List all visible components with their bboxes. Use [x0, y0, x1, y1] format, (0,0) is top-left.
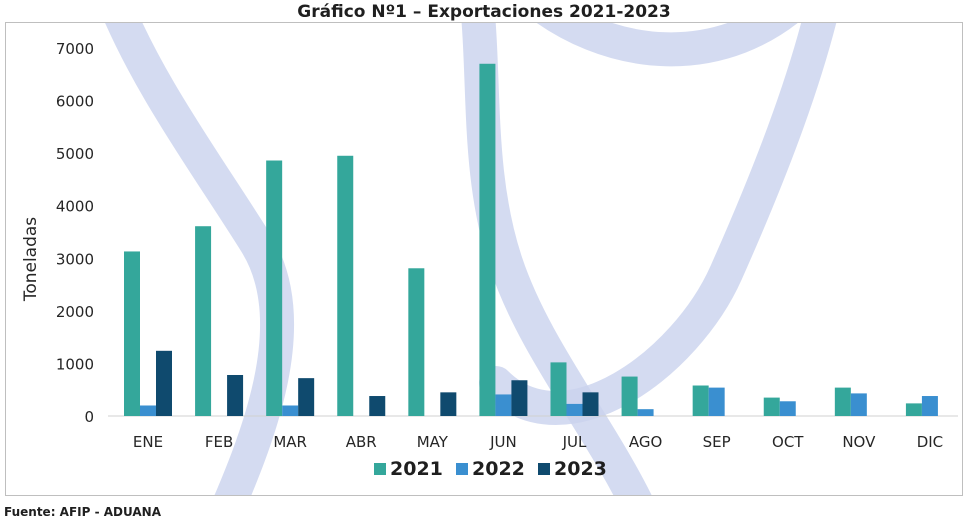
bar-2021-ene [124, 251, 140, 416]
x-tick-label: ENE [133, 433, 163, 451]
bar-2021-dic [905, 403, 922, 416]
y-axis: 0 1000 2000 3000 4000 5000 6000 7000 [56, 40, 94, 426]
y-tick-label: 0 [84, 408, 94, 426]
y-axis-label: Toneladas [21, 217, 41, 302]
x-tick-label: MAY [417, 433, 449, 451]
legend-swatch-2021 [374, 463, 386, 475]
y-tick-label: 2000 [56, 303, 94, 321]
legend-swatch-2023 [538, 463, 550, 475]
y-tick-label: 5000 [56, 145, 94, 163]
bar-2022-dic [921, 396, 938, 416]
bar-2023-ene [156, 350, 172, 416]
bar-2023-jun [511, 380, 528, 416]
x-axis: ENE FEB MAR ABR MAY JUN JUL AGO SEP OCT NOV DIC [108, 415, 958, 451]
bar-2021-abr [337, 155, 354, 416]
bar-2022-nov [850, 393, 867, 416]
bar-2023-mar [298, 378, 315, 416]
y-tick-label: 1000 [56, 355, 94, 373]
chart-title: Gráfico Nº1 – Exportaciones 2021-2023 [297, 2, 671, 22]
bar-chart: 0 1000 2000 3000 4000 5000 6000 7000 ENE FEB MAR A… [21, 23, 958, 495]
x-tick-label: MAR [273, 433, 307, 451]
x-tick-label: AGO [629, 433, 662, 451]
x-tick-label: JUN [489, 433, 517, 451]
chart-area: 0 1000 2000 3000 4000 5000 6000 7000 ENE FEB MAR A… [5, 22, 963, 496]
bar-2023-jul [582, 392, 599, 416]
bar-2022-oct [779, 401, 796, 416]
bar-2022-sep [708, 387, 725, 416]
y-tick-label: 7000 [56, 40, 94, 58]
bar-2021-ago [621, 376, 638, 416]
bars [124, 63, 938, 417]
bar-2023-may [440, 392, 457, 416]
bar-2021-nov [834, 387, 851, 416]
bar-2022-ene [140, 405, 156, 416]
x-tick-label: OCT [772, 433, 804, 451]
source-note: Fuente: AFIP - ADUANA [4, 505, 161, 519]
legend: 2021 2022 2023 [374, 458, 607, 480]
bar-2023-feb [227, 374, 244, 416]
legend-swatch-2022 [456, 463, 468, 475]
bar-2022-mar [282, 405, 299, 416]
legend-label-2022: 2022 [472, 458, 525, 480]
x-tick-label: DIC [917, 433, 943, 451]
bar-2021-jul [550, 362, 567, 416]
bar-2021-may [408, 268, 425, 416]
bar-2022-jul [566, 403, 583, 416]
watermark-logo [105, 23, 837, 495]
bar-2022-ago [637, 409, 654, 416]
bar-2022-jun [495, 394, 512, 416]
bar-2021-jun [479, 63, 496, 417]
legend-label-2023: 2023 [554, 458, 607, 480]
bar-2023-abr [369, 396, 386, 416]
watermark-stroke [537, 23, 798, 67]
x-tick-label: JUL [562, 433, 587, 451]
x-tick-label: NOV [842, 433, 876, 451]
y-tick-label: 4000 [56, 198, 94, 216]
x-tick-label: ABR [346, 433, 377, 451]
x-tick-label: FEB [205, 433, 233, 451]
bar-2021-oct [763, 397, 780, 416]
y-tick-label: 3000 [56, 250, 94, 268]
x-tick-label: SEP [703, 433, 731, 451]
watermark-stroke [105, 23, 294, 495]
bar-2021-mar [266, 160, 283, 416]
legend-label-2021: 2021 [390, 458, 443, 480]
bar-2021-sep [692, 385, 709, 416]
y-tick-label: 6000 [56, 93, 94, 111]
bar-2021-feb [195, 226, 212, 416]
